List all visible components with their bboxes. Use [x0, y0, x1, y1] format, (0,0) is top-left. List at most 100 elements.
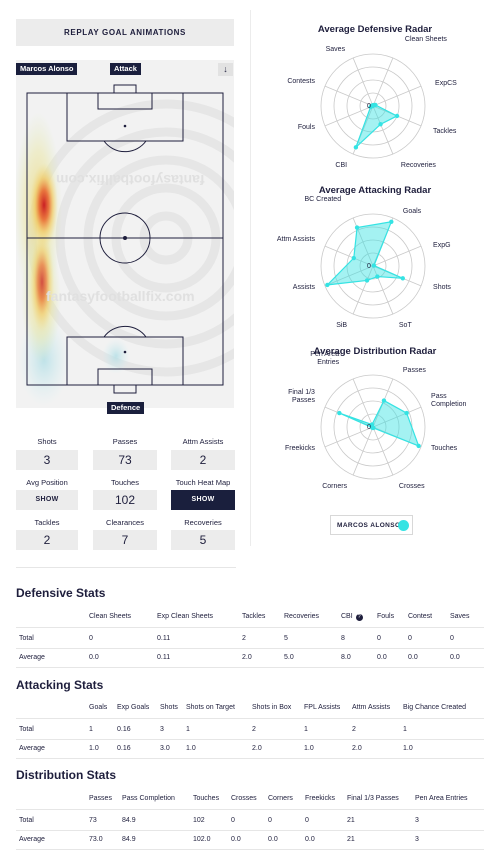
distribution-stats-title: Distribution Stats — [16, 768, 117, 782]
radar-ring — [320, 213, 426, 319]
table-cell: 2.0 — [352, 745, 362, 752]
radar-axis-label: Attm Assists — [276, 236, 315, 244]
table-cell: 102.0 — [193, 836, 211, 843]
table-cell: 0.0 — [450, 654, 460, 661]
legend-color-swatch — [398, 520, 409, 531]
table-divider — [16, 627, 484, 628]
column-header: Shots in Box — [252, 704, 292, 711]
touch-heat-map-show-button[interactable]: SHOW — [171, 490, 235, 510]
radar-ring — [346, 239, 400, 293]
table-cell: 21 — [347, 817, 355, 824]
radar-point — [400, 276, 405, 281]
table-cell: 0.0 — [377, 654, 387, 661]
shots-value: 3 — [16, 450, 78, 470]
radar-ring — [333, 66, 413, 146]
radar-point — [364, 278, 370, 283]
avg-position-label: Avg Position — [26, 478, 68, 487]
download-arrow-icon[interactable]: ↓ — [218, 63, 233, 76]
passes-label: Passes — [112, 437, 138, 446]
touches-label: Touches — [111, 478, 139, 487]
attacking-radar: 0 — [320, 213, 426, 319]
avg-position-show-button[interactable]: SHOW — [16, 490, 78, 510]
table-cell: 0 — [231, 817, 235, 824]
table-cell: 0 — [377, 635, 381, 642]
radar-axis — [324, 245, 374, 267]
radar-point — [351, 255, 356, 261]
column-header: Corners — [268, 795, 293, 802]
table-cell: 0.11 — [157, 635, 171, 642]
radar-axis-label: Clean Sheets — [404, 35, 447, 43]
radar-axis — [324, 85, 374, 107]
touch-heat-map-label: Touch Heat Map — [175, 478, 231, 487]
table-divider — [16, 830, 484, 831]
column-header: Pass Completion — [122, 795, 175, 802]
tackles-value: 2 — [16, 530, 78, 550]
table-cell: 8 — [341, 635, 345, 642]
table-cell: 3 — [160, 726, 164, 733]
table-cell: 1 — [89, 726, 93, 733]
replay-goal-animations-button[interactable]: REPLAY GOAL ANIMATIONS — [16, 19, 234, 46]
radar-axis — [372, 265, 394, 315]
radar-zero-label: 0 — [367, 263, 371, 270]
table-cell: 1 — [186, 726, 190, 733]
table-cell: 0.0 — [305, 836, 315, 843]
radar-ring — [359, 413, 387, 441]
table-cell: 1.0 — [403, 745, 413, 752]
radar-charts: 0 0 0 — [320, 53, 426, 480]
table-cell: 102 — [193, 817, 205, 824]
row-label: Average — [19, 654, 45, 661]
column-header: FPL Assists — [304, 704, 341, 711]
radar-point — [354, 225, 360, 230]
attm-assists-label: Attm Assists — [182, 437, 224, 446]
radar-axis — [372, 406, 422, 428]
help-icon[interactable]: ? — [355, 614, 363, 621]
radar-ring — [346, 400, 400, 454]
player-tag: Marcos Alonso — [16, 63, 78, 75]
radar-point — [416, 443, 421, 449]
radar-axis-label: Fouls — [297, 123, 315, 131]
pitch-drawing — [16, 60, 234, 408]
table-cell: 0 — [450, 635, 454, 642]
radar-zero-label: 0 — [367, 424, 371, 431]
table-cell: 2 — [242, 635, 246, 642]
column-header: Shots on Target — [186, 704, 235, 711]
attack-direction-label: Attack — [110, 63, 141, 75]
summary-divider — [16, 567, 236, 568]
table-cell: 1.0 — [304, 745, 314, 752]
column-header: Saves — [450, 613, 470, 620]
table-cell: 1 — [304, 726, 308, 733]
radar-axis — [324, 265, 374, 287]
radar-axis — [372, 245, 422, 267]
row-label: Average — [19, 836, 45, 843]
radar-axis-label: BC Created — [304, 195, 342, 203]
radar-axis-label: Shots — [433, 283, 451, 291]
row-label: Total — [19, 726, 34, 733]
table-cell: 2 — [352, 726, 356, 733]
radar-ring — [359, 252, 387, 280]
radar-point — [325, 282, 330, 288]
table-cell: 1 — [403, 726, 407, 733]
radar-axis — [372, 85, 422, 107]
radar-axis — [352, 426, 374, 476]
radar-axis — [324, 105, 374, 127]
radar-point — [369, 103, 375, 108]
pitch-heatmap: fantasyfootballfix.com fantasyfootballfi… — [16, 60, 234, 408]
defensive-radar-title: Average Defensive Radar — [317, 24, 433, 35]
table-divider — [16, 809, 484, 810]
table-cell: 8.0 — [341, 654, 351, 661]
row-label: Average — [19, 745, 45, 752]
attacking-radar-title: Average Attacking Radar — [318, 185, 432, 196]
radar-axis-label: Tackles — [433, 127, 457, 135]
radar-axis-label: Final 1/3 Passes — [288, 389, 315, 405]
column-header: CBI? — [341, 613, 363, 621]
table-cell: 0 — [408, 635, 412, 642]
column-header: Pen Area Entries — [415, 795, 468, 802]
table-cell: 0.0 — [408, 654, 418, 661]
column-header: Touches — [193, 795, 220, 802]
table-cell: 2 — [252, 726, 256, 733]
recoveries-value: 5 — [171, 530, 235, 550]
table-divider — [16, 739, 484, 740]
radar-axis — [324, 426, 374, 448]
radar-axis — [352, 57, 374, 107]
radar-ring — [320, 53, 426, 159]
